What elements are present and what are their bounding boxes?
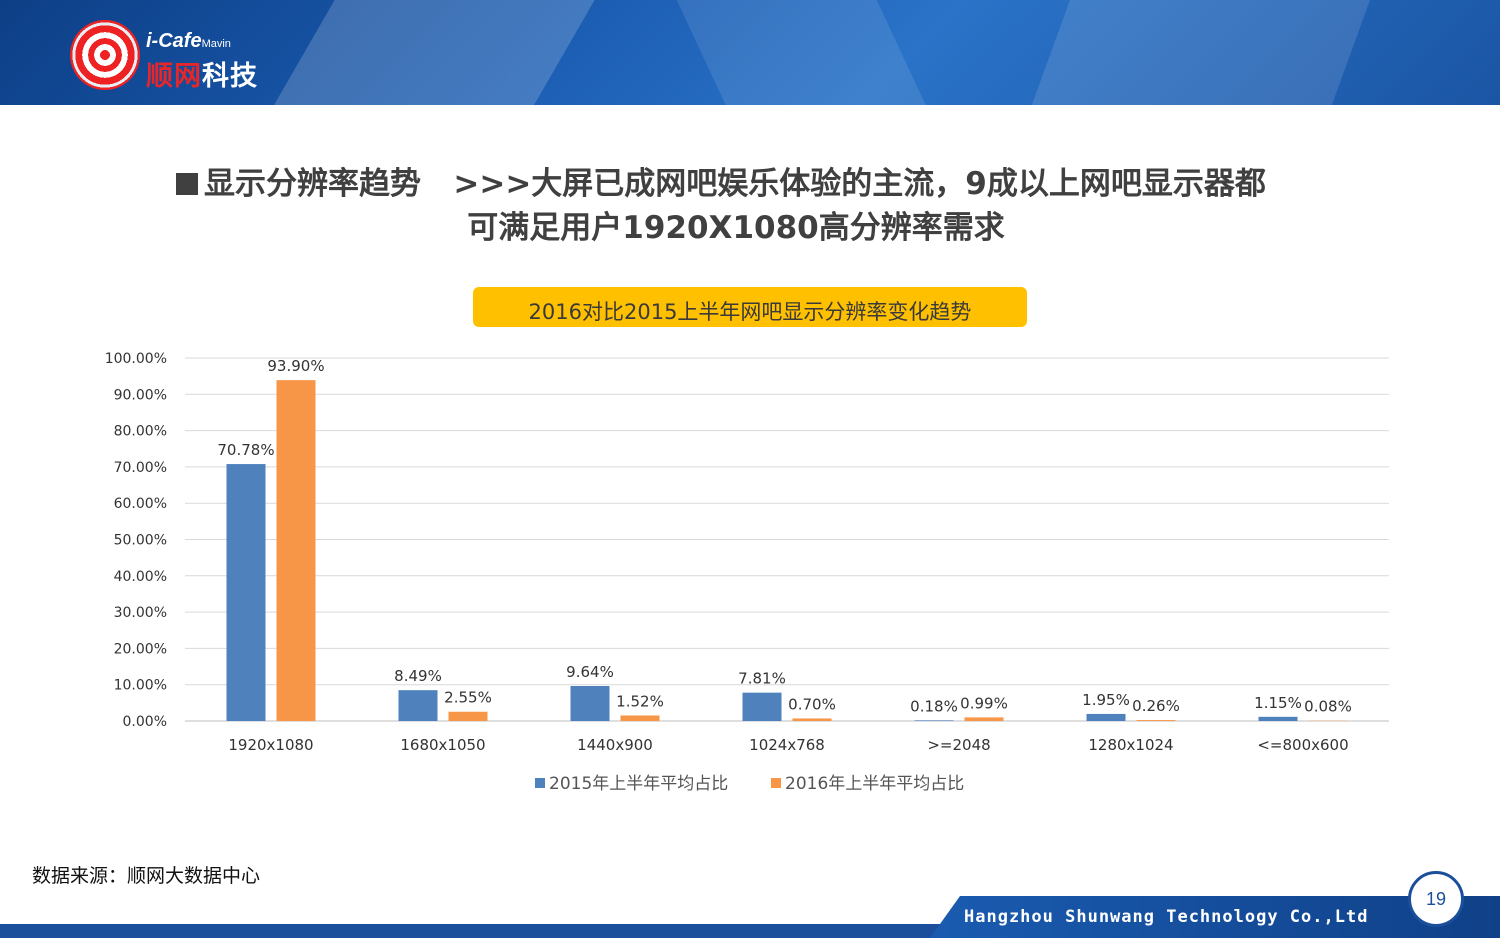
data-label: 7.81%: [738, 670, 786, 688]
y-tick-label: 50.00%: [114, 533, 167, 549]
logo-cn: 顺网科技: [146, 61, 258, 92]
y-tick-label: 20.00%: [114, 641, 167, 657]
y-tick-label: 0.00%: [123, 714, 167, 730]
legend-label: 2016年上半年平均占比: [785, 774, 964, 794]
company-logo: i-CafeMavin 顺网科技: [60, 8, 300, 98]
logo-en: i-CafeMavin: [146, 30, 231, 52]
bullet-square-icon: [176, 173, 198, 195]
data-source: 数据来源：顺网大数据中心: [32, 865, 261, 887]
bar-2016: [620, 715, 660, 721]
x-tick-label: >=2048: [927, 736, 990, 754]
logo-target-icon: [70, 20, 140, 90]
y-tick-label: 40.00%: [114, 569, 167, 585]
y-tick-label: 100.00%: [105, 351, 167, 367]
data-label: 8.49%: [394, 667, 442, 685]
bar-2015: [570, 686, 610, 721]
bar-2015: [1086, 713, 1126, 721]
data-label: 1.15%: [1254, 694, 1302, 712]
data-label: 0.26%: [1132, 697, 1180, 715]
y-tick-label: 30.00%: [114, 605, 167, 621]
data-label: 0.70%: [788, 695, 836, 713]
bar-2015: [914, 720, 954, 721]
data-label: 0.08%: [1304, 698, 1352, 716]
bar-chart: 0.00% 10.00% 20.00% 30.00% 40.00% 50.00% 60.00…: [105, 351, 1389, 794]
y-tick-label: 70.00%: [114, 460, 167, 476]
data-label: 9.64%: [566, 663, 614, 681]
slide-title: 显示分辨率趋势 >>>大屏已成网吧娱乐体验的主流，9成以上网吧显示器都 可满足用…: [176, 162, 1336, 250]
bar-2015: [742, 692, 782, 721]
data-label: 70.78%: [217, 441, 274, 459]
y-tick-label: 80.00%: [114, 424, 167, 440]
page-number: 19: [1408, 871, 1464, 927]
header-banner: i-CafeMavin 顺网科技: [0, 0, 1500, 105]
data-label: 0.18%: [910, 697, 958, 715]
x-tick-label: 1920x1080: [228, 736, 313, 754]
title-line-1: 显示分辨率趋势 >>>大屏已成网吧娱乐体验的主流，9成以上网吧显示器都: [204, 166, 1266, 202]
title-line-2: 可满足用户1920X1080高分辨率需求: [467, 210, 1005, 246]
legend-label: 2015年上半年平均占比: [549, 774, 728, 794]
y-tick-label: 60.00%: [114, 496, 167, 512]
bar-2016: [964, 717, 1004, 721]
data-label: 0.99%: [960, 694, 1008, 712]
x-tick-label: <=800x600: [1257, 736, 1348, 754]
y-tick-label: 90.00%: [114, 387, 167, 403]
data-label: 2.55%: [444, 689, 492, 707]
x-tick-label: 1680x1050: [400, 736, 485, 754]
chart-title: 2016对比2015上半年网吧显示分辨率变化趋势: [473, 287, 1027, 327]
x-tick-label: 1440x900: [577, 736, 653, 754]
y-tick-label: 10.00%: [114, 678, 167, 694]
legend-swatch: [535, 778, 545, 788]
banner-facet: [1019, 0, 1381, 105]
bar-2016: [448, 711, 488, 721]
banner-facet: [658, 0, 942, 105]
bar-2016: [1136, 720, 1176, 721]
bar-2016: [792, 718, 832, 721]
footer-tab: [930, 896, 1500, 938]
bar-2015: [398, 690, 438, 721]
bar-2015: [1258, 716, 1298, 721]
data-label: 1.52%: [616, 692, 664, 710]
bar-2016: [276, 380, 316, 721]
bar-2015: [226, 464, 266, 721]
banner-facet: [253, 0, 607, 105]
legend-swatch: [771, 778, 781, 788]
data-label: 93.90%: [267, 357, 324, 375]
x-tick-label: 1280x1024: [1088, 736, 1173, 754]
company-name: Hangzhou Shunwang Technology Co.,Ltd: [964, 907, 1369, 927]
data-label: 1.95%: [1082, 691, 1130, 709]
x-tick-label: 1024x768: [749, 736, 825, 754]
